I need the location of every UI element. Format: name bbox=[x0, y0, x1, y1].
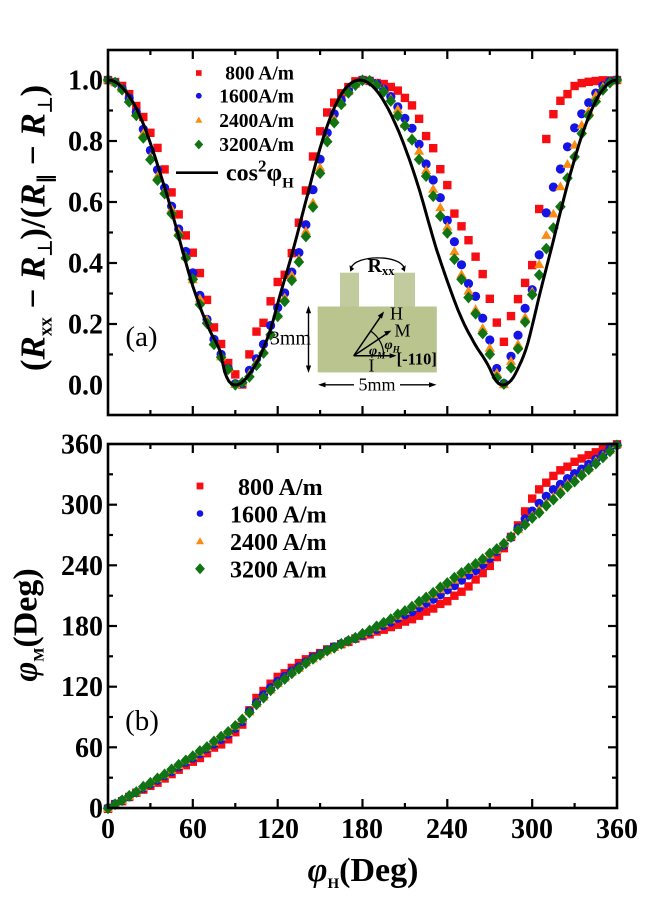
svg-text:0.8: 0.8 bbox=[68, 127, 103, 158]
svg-text:240: 240 bbox=[61, 551, 103, 582]
svg-text:(b): (b) bbox=[125, 705, 159, 737]
svg-text:120: 120 bbox=[257, 814, 299, 845]
svg-text:I: I bbox=[369, 356, 375, 376]
svg-text:2400A/m: 2400A/m bbox=[219, 111, 294, 132]
svg-text:120: 120 bbox=[61, 672, 103, 703]
svg-text:0.4: 0.4 bbox=[68, 249, 103, 280]
svg-text:0.0: 0.0 bbox=[68, 371, 103, 402]
svg-text:1.0: 1.0 bbox=[68, 66, 103, 97]
svg-text:800 A/m: 800 A/m bbox=[225, 64, 294, 85]
svg-text:3200A/m: 3200A/m bbox=[219, 135, 294, 156]
svg-text:300: 300 bbox=[61, 490, 103, 521]
svg-text:60: 60 bbox=[75, 733, 103, 764]
svg-text:5mm: 5mm bbox=[358, 375, 395, 395]
svg-text:(a): (a) bbox=[125, 321, 157, 353]
svg-text:60: 60 bbox=[179, 814, 207, 845]
svg-text:3mm: 3mm bbox=[270, 328, 312, 350]
svg-text:φH(Deg): φH(Deg) bbox=[308, 852, 419, 892]
svg-text:1600 A/m: 1600 A/m bbox=[230, 502, 327, 528]
svg-text:240: 240 bbox=[426, 814, 468, 845]
svg-text:0.6: 0.6 bbox=[68, 188, 103, 219]
svg-text:M: M bbox=[395, 321, 411, 341]
svg-text:(Rxx − R⊥)/(R∥ − R⊥): (Rxx − R⊥)/(R∥ − R⊥) bbox=[14, 85, 57, 371]
svg-text:φM(Deg): φM(Deg) bbox=[8, 568, 48, 681]
svg-text:0: 0 bbox=[89, 794, 103, 825]
svg-text:H: H bbox=[390, 304, 403, 324]
svg-text:3200 A/m: 3200 A/m bbox=[230, 557, 327, 583]
svg-text:0: 0 bbox=[101, 814, 115, 845]
svg-text:1600A/m: 1600A/m bbox=[219, 86, 294, 107]
svg-text:360: 360 bbox=[61, 429, 103, 460]
svg-text:180: 180 bbox=[341, 814, 383, 845]
svg-text:[-110]: [-110] bbox=[397, 350, 437, 369]
svg-text:180: 180 bbox=[61, 611, 103, 642]
svg-text:800 A/m: 800 A/m bbox=[238, 475, 323, 501]
svg-text:2400 A/m: 2400 A/m bbox=[230, 530, 327, 556]
svg-text:0.2: 0.2 bbox=[68, 310, 103, 341]
svg-text:360: 360 bbox=[596, 814, 638, 845]
svg-text:300: 300 bbox=[511, 814, 553, 845]
